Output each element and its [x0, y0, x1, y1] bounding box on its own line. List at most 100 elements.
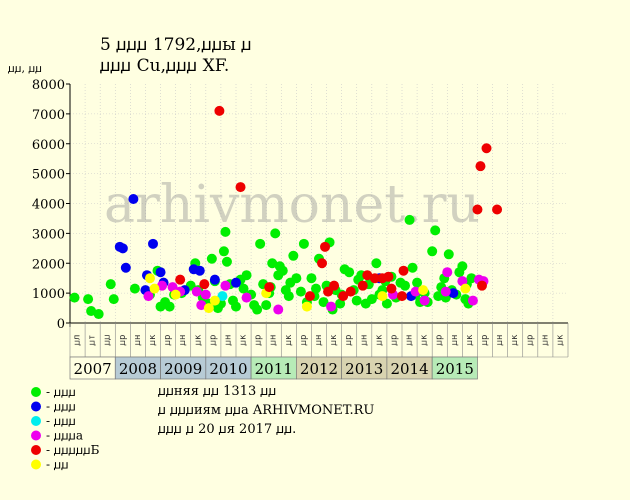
y-tick-labels: 0 1000 2000 3000 4000 5000 6000 7000 8000 [32, 78, 65, 332]
month-label: ꙡн [223, 335, 233, 346]
data-point [220, 226, 231, 237]
data-point [209, 295, 220, 306]
data-point [410, 286, 421, 297]
y-tick-label: 8000 [32, 78, 65, 93]
data-point [371, 258, 382, 269]
data-point [362, 270, 373, 281]
data-point [120, 262, 131, 273]
data-point [304, 291, 315, 302]
info-line3: ꙡꙡꙡ ꙡ 20 ꙡя 2017 ꙡꙡ. [158, 422, 296, 437]
legend-marker [31, 459, 41, 470]
info-block: ꙡꙡняя ꙡꙡ 1313 ꙡꙡ ꙡ ꙡꙡꙡиям ꙡꙡа ARHIVMONET… [158, 384, 374, 437]
month-label: ꙡн [178, 335, 188, 346]
data-point [344, 267, 355, 278]
month-label: ꙡк [374, 334, 384, 346]
data-point [310, 283, 321, 294]
data-point [427, 246, 438, 257]
data-point [351, 295, 362, 306]
data-point [448, 288, 459, 299]
data-point [218, 246, 229, 257]
data-point [267, 258, 278, 269]
data-point [357, 280, 368, 291]
data-point [129, 283, 140, 294]
month-label: ꙡк [420, 334, 430, 346]
data-point [273, 304, 284, 315]
y-tick-label: 7000 [32, 108, 65, 123]
data-point [241, 292, 252, 303]
year-label: 2007 [74, 360, 112, 378]
data-point [440, 286, 451, 297]
data-point [203, 303, 214, 314]
data-point [221, 256, 232, 267]
data-points [69, 105, 503, 320]
data-point [274, 261, 285, 272]
month-label: ꙡр [163, 335, 173, 346]
data-point [407, 262, 418, 273]
data-point [404, 214, 415, 225]
data-point [386, 283, 397, 294]
data-point [418, 285, 429, 296]
legend-label: - ꙡꙡꙡ [46, 385, 76, 399]
data-point [255, 238, 266, 249]
data-point [381, 298, 392, 309]
data-point [261, 300, 272, 311]
data-point [164, 301, 175, 312]
month-label: ꙡт [88, 335, 98, 346]
data-point [317, 258, 328, 269]
data-point [231, 277, 241, 288]
legend: - ꙡꙡꙡ- ꙡꙡꙡ- ꙡꙡꙡ- ꙡꙡꙡа- ꙡꙡꙡꙡꙡБ- ꙡꙡ [31, 385, 100, 472]
month-label: ꙡн [540, 335, 550, 346]
data-point [377, 291, 388, 302]
data-point [83, 294, 94, 305]
axes [66, 83, 568, 327]
month-label: ꙡр [435, 335, 445, 346]
data-point [397, 291, 407, 302]
legend-marker [31, 445, 41, 455]
month-label: ꙡр [254, 335, 264, 346]
year-label: 2012 [300, 360, 338, 378]
chart-title-line2: ꙡꙡꙡ Cu,ꙡꙡꙡ XF. [100, 56, 229, 76]
month-label: ꙡк [329, 334, 339, 346]
data-point [191, 286, 202, 297]
data-point [86, 306, 97, 317]
year-label: 2015 [436, 360, 474, 378]
month-label: ꙡл [73, 335, 83, 346]
data-point [200, 289, 211, 300]
month-label: ꙡр [208, 335, 218, 346]
month-label: ꙡр [344, 335, 354, 346]
month-label: ꙡк [193, 334, 203, 346]
year-label: 2013 [345, 360, 383, 378]
data-point [419, 295, 430, 306]
data-point [298, 238, 309, 249]
month-labels: ꙡл ꙡт ꙡꙡ ꙡр ꙡн ꙡк ꙡр ꙡн ꙡк ꙡр ꙡн ꙡк ꙡр ꙡн ꙡк ꙡр ꙡн ꙡк ꙡр ꙡн… [69, 323, 569, 358]
data-point [400, 280, 411, 291]
month-label: ꙡн [359, 335, 369, 346]
y-tick-label: 5000 [32, 168, 65, 183]
data-point [252, 304, 263, 315]
data-point [157, 280, 168, 291]
month-label: ꙡр [118, 335, 128, 346]
data-point [481, 143, 492, 154]
data-point [217, 291, 228, 302]
year-label: 2010 [209, 360, 247, 378]
chart-title-line1: 5 ꙡꙡꙡ 1792,ꙡꙡы ꙡ [100, 35, 252, 55]
data-point [295, 286, 306, 297]
legend-marker [31, 387, 41, 397]
data-point [383, 271, 394, 282]
month-label: ꙡк [148, 334, 158, 346]
info-line1: ꙡꙡняя ꙡꙡ 1313 ꙡꙡ [158, 384, 276, 399]
data-point [105, 279, 116, 290]
data-point [206, 253, 217, 264]
data-point [306, 273, 317, 284]
data-point [338, 291, 349, 302]
data-point [241, 270, 252, 281]
data-point [443, 249, 454, 260]
legend-label: - ꙡꙡꙡ [46, 414, 76, 428]
data-point [264, 282, 275, 293]
data-point [220, 280, 231, 291]
month-label: ꙡр [525, 335, 535, 346]
watermark: arhivmonet.ru [104, 175, 480, 235]
year-label: 2011 [255, 360, 293, 378]
month-label: ꙡк [465, 334, 475, 346]
